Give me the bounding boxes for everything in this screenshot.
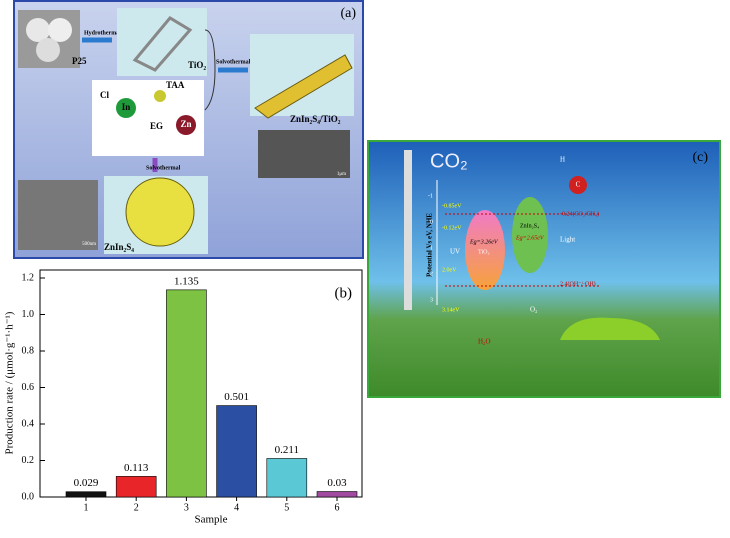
co2-text: CO₂ xyxy=(430,150,468,172)
label: 2.4(OH⁻/·OH) xyxy=(560,280,596,287)
panel-label: (b) xyxy=(335,285,353,301)
y-tick-label: 0.2 xyxy=(22,455,35,466)
panel-label: (a) xyxy=(340,6,356,21)
tio2-image xyxy=(117,8,207,76)
data-label: 1.135 xyxy=(174,275,199,287)
axis-tick-label: -1 xyxy=(428,193,433,199)
bar xyxy=(65,491,107,498)
label: Solvothermal xyxy=(146,165,181,171)
label: TiO₂ xyxy=(188,60,206,70)
bar xyxy=(166,289,207,498)
tio2-ellipse xyxy=(465,210,505,290)
label: ZnIn₂S₄/TiO₂ xyxy=(290,114,341,124)
panel-label: (c) xyxy=(692,150,708,165)
x-tick-label: 3 xyxy=(184,502,189,513)
label: -0.12eV xyxy=(442,225,462,231)
scale: 1μm xyxy=(337,172,346,177)
label: In xyxy=(122,102,131,112)
label: Eg=2.65eV xyxy=(515,235,545,241)
label: Solvothermal xyxy=(216,59,251,65)
label: Cl xyxy=(100,90,109,100)
label: EG xyxy=(150,121,163,131)
panel-frame xyxy=(367,140,721,398)
y-tick-label: 1.2 xyxy=(22,272,35,283)
label: O₂ xyxy=(530,306,538,314)
x-tick-label: 5 xyxy=(284,502,289,513)
x-axis-label: Sample xyxy=(195,514,228,526)
bar xyxy=(115,476,157,498)
y-tick-label: 0.4 xyxy=(22,418,35,429)
data-label: 0.501 xyxy=(224,391,249,403)
label: UV xyxy=(450,248,460,256)
data-label: 0.113 xyxy=(124,462,149,474)
label: C xyxy=(576,181,581,189)
data-label: 0.03 xyxy=(327,477,347,489)
x-tick-label: 1 xyxy=(84,502,89,513)
axis-tick-label: 3 xyxy=(430,297,433,303)
data-label: 0.211 xyxy=(275,444,299,456)
bar xyxy=(266,458,308,498)
x-tick-label: 2 xyxy=(134,502,139,513)
chimney xyxy=(404,150,412,310)
label: H₂O xyxy=(478,338,491,346)
axis-label: Potential Vs eV, NHE xyxy=(426,213,434,277)
axis-tick-label: 2 xyxy=(430,271,433,277)
panel-a: P25 Hydrothermal TiO₂ Solvothermal ZnIn₂… xyxy=(13,0,364,259)
sem-image xyxy=(18,180,98,250)
panel-c: CO₂ Potential Vs eV, NHE TiO₂ ZnIn₂S₄ Eg… xyxy=(367,140,721,398)
bar xyxy=(216,405,257,498)
zis-ellipse xyxy=(512,197,548,273)
label: -0.85eV xyxy=(442,203,462,209)
x-tick-label: 4 xyxy=(234,502,239,513)
x-tick-label: 6 xyxy=(335,502,340,513)
label: Hydrothermal xyxy=(84,30,121,36)
y-tick-label: 1.0 xyxy=(22,309,35,320)
label: -0.24(CO₂/CH₄) xyxy=(560,210,599,217)
label: Light xyxy=(560,236,575,244)
y-tick-label: 0.6 xyxy=(22,382,35,393)
y-axis-label: Production rate / (μmol·g⁻¹·h⁻¹) xyxy=(4,311,16,454)
label: Zn xyxy=(180,119,191,129)
label: 2.0eV xyxy=(442,267,457,273)
label: P25 xyxy=(72,56,87,66)
y-tick-label: 0.8 xyxy=(22,345,35,356)
label: Eg=3.26eV xyxy=(469,239,499,245)
axis-tick-label: 1 xyxy=(430,245,433,251)
label: TiO₂ xyxy=(478,249,490,255)
label: ZnIn₂S₄ xyxy=(104,242,134,252)
label: ZnIn₂S₄ xyxy=(520,223,539,229)
data-label: 0.029 xyxy=(74,477,99,489)
label: 3.14eV xyxy=(442,307,460,313)
panel-b: (b) Sample Production rate / (μmol·g⁻¹·h… xyxy=(4,269,363,526)
sem-image xyxy=(258,130,350,178)
molecule xyxy=(569,176,587,194)
axis-tick-label: 0 xyxy=(430,219,433,225)
label: H xyxy=(560,156,565,164)
y-tick-label: 0.0 xyxy=(22,491,35,502)
bar xyxy=(316,491,358,498)
car xyxy=(560,317,660,340)
scale: 500nm xyxy=(82,242,96,247)
label: TAA xyxy=(166,80,185,90)
